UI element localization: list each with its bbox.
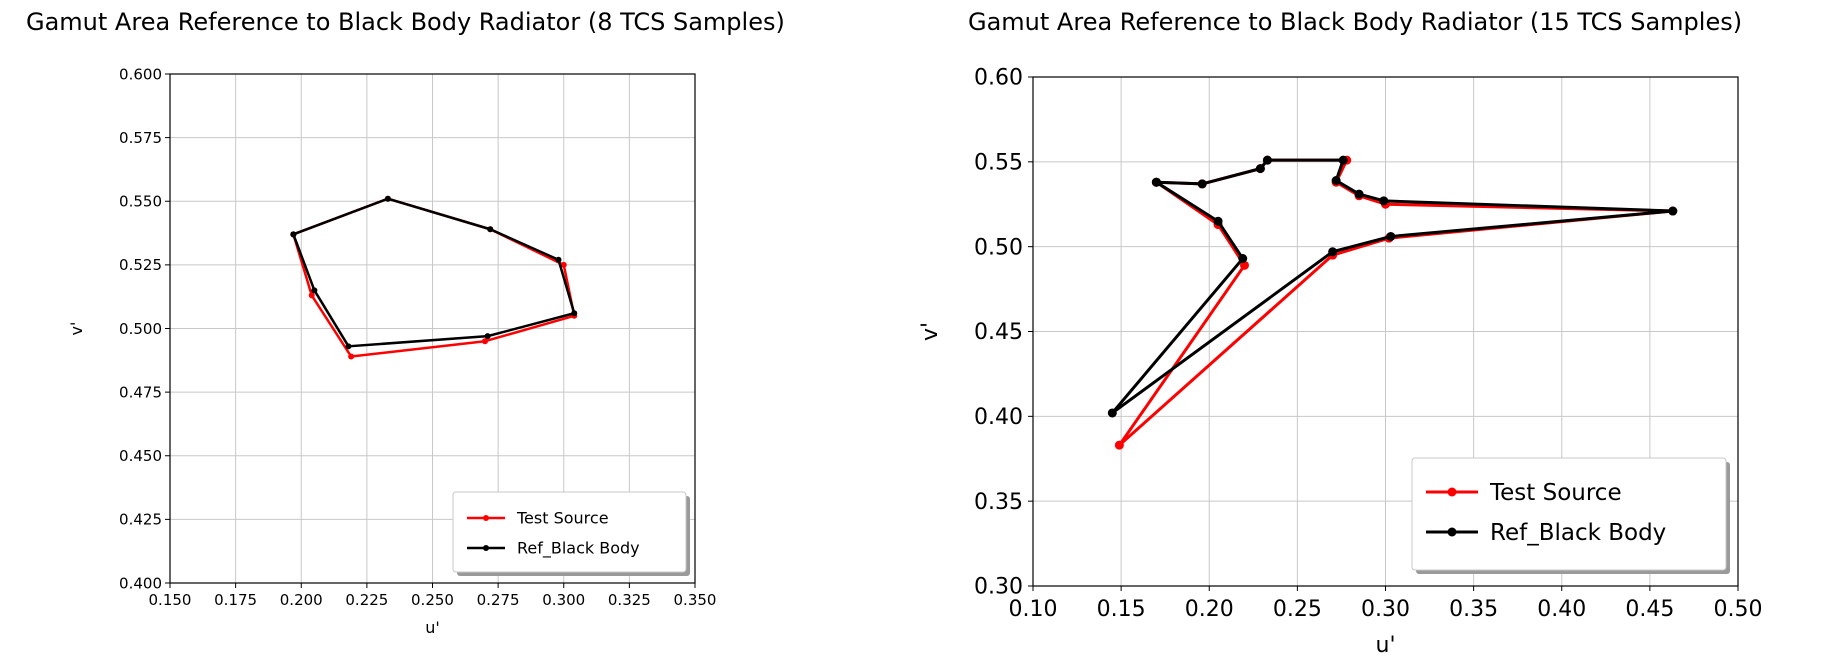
plot-frame [169,73,696,584]
legend-marker [1447,527,1457,537]
data-point [555,256,562,263]
legend-box [1411,457,1727,571]
plot-frame [1032,76,1739,587]
legend-marker [483,545,489,551]
x-tick-label: 0.10 [1009,597,1058,622]
y-tick-label: 0.35 [974,490,1023,515]
series-ref-black-body [1107,155,1678,418]
data-point [348,353,355,360]
y-tick-label: 0.400 [119,574,162,592]
x-tick-label: 0.40 [1537,597,1586,622]
data-point [1238,254,1248,264]
data-point [290,231,297,238]
data-point [311,287,318,294]
x-tick-label: 0.20 [1185,597,1234,622]
chart-1-title: Gamut Area Reference to Black Body Radia… [26,8,785,36]
data-point [308,292,315,299]
legend-label: Test Source [516,509,609,528]
y-tick-label: 0.40 [974,405,1023,430]
data-point [1338,155,1348,165]
y-axis-label: v' [67,322,86,336]
data-point [1262,155,1272,165]
data-point [1213,216,1223,226]
y-tick-label: 0.55 [974,151,1023,176]
data-point [571,310,578,317]
data-point [1331,175,1341,185]
data-point [1386,231,1396,241]
y-tick-label: 0.30 [974,575,1023,600]
series-line [292,197,576,348]
data-point [1107,408,1117,418]
x-tick-label: 0.225 [345,591,388,609]
series-test-source [1114,155,1678,450]
data-point [1354,189,1364,199]
x-tick-label: 0.50 [1714,597,1763,622]
data-point [1328,247,1338,257]
x-tick-label: 0.15 [1097,597,1146,622]
y-axis-label: v' [918,322,943,341]
y-tick-label: 0.50 [974,235,1023,260]
data-point [482,338,488,345]
data-point [1197,179,1207,189]
x-tick-label: 0.25 [1273,597,1322,622]
legend-label: Ref_Black Body [1490,520,1666,546]
legend-marker [1447,487,1457,497]
data-point [484,333,491,340]
y-tick-label: 0.475 [119,383,162,401]
chart-2-title: Gamut Area Reference to Black Body Radia… [968,8,1743,36]
legend: Test Source Ref_Black Body [452,491,690,576]
data-point [487,226,494,233]
y-tick-label: 0.450 [119,447,162,465]
y-tick-label: 0.60 [974,66,1023,91]
x-tick-label: 0.45 [1625,597,1674,622]
data-point [345,343,352,350]
y-tick-label: 0.425 [119,511,162,529]
y-tick-label: 0.575 [119,129,162,147]
legend-label: Test Source [1489,480,1622,506]
series-line [1117,158,1675,447]
y-tick-label: 0.500 [119,320,162,338]
y-tick-label: 0.550 [119,193,162,211]
x-tick-label: 0.150 [149,591,192,609]
series-ref-black-body [290,195,578,350]
y-tick-label: 0.600 [119,65,162,83]
x-tick-label: 0.275 [477,591,520,609]
x-tick-label: 0.350 [674,591,717,609]
y-tick-label: 0.45 [974,320,1023,345]
x-axis-label: u' [425,618,440,637]
data-point [560,261,567,268]
x-axis-label: u' [1376,633,1396,658]
legend-marker [483,515,489,521]
chart-2: 0.10 0.15 0.20 0.25 0.30 0.35 0.40 0.45 0.50 0.30… [918,66,1762,658]
data-point [1240,260,1249,270]
series-line [292,197,576,358]
x-tick-label: 0.300 [542,591,585,609]
x-tick-label: 0.35 [1449,597,1498,622]
legend-label: Ref_Black Body [517,539,640,559]
x-tick-label: 0.30 [1361,597,1410,622]
data-point [1255,164,1265,174]
x-tick-label: 0.325 [608,591,651,609]
y-tick-label: 0.525 [119,256,162,274]
data-point [1114,440,1124,450]
data-point [1151,177,1161,187]
x-tick-label: 0.250 [411,591,454,609]
data-point [384,195,391,202]
data-point [1379,196,1389,206]
legend-box [452,491,687,573]
x-tick-label: 0.200 [280,591,323,609]
chart-1: 0.150 0.175 0.200 0.225 0.250 0.275 0.300 0.325… [67,65,716,637]
data-point [1668,206,1678,216]
legend: Test Source Ref_Black Body [1411,457,1730,574]
x-tick-label: 0.175 [214,591,257,609]
